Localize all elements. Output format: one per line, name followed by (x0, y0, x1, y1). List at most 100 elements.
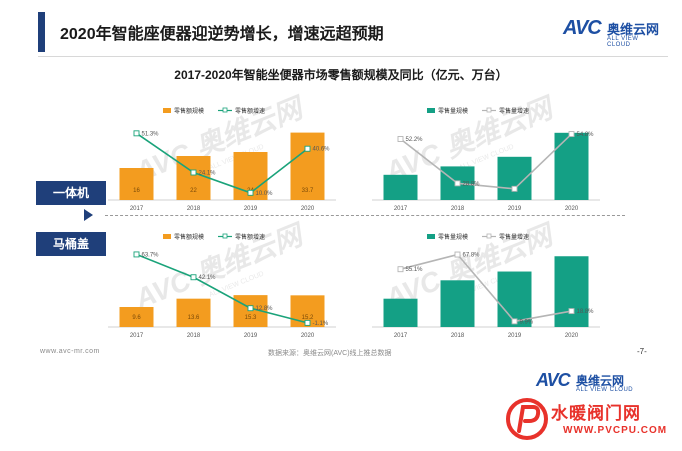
x-tick-label: 2017 (394, 333, 408, 339)
series-line (136, 253, 308, 324)
bar (440, 280, 475, 327)
x-tick-label: 2017 (130, 333, 144, 339)
row-label-matonggai: 马桶盖 (36, 232, 106, 256)
line-point (190, 274, 197, 281)
x-tick-label: 2018 (451, 206, 465, 212)
line-value-label: 67.8% (463, 253, 481, 259)
x-tick-label: 2020 (301, 206, 315, 212)
line-value-label: 12.8% (256, 306, 274, 312)
site-logo: 水暖阀门网 WWW.PVCPU.COM (505, 395, 675, 449)
series-line (400, 133, 573, 190)
line-value-label: 9.9% (520, 319, 534, 325)
x-tick-label: 2018 (187, 206, 201, 212)
bar (119, 307, 154, 327)
footer-source: 数据来源：奥维云网(AVC)线上推总数据 (268, 350, 392, 357)
line-point (397, 136, 404, 142)
avc-logo: AVC 奥维云网 ALL VIEW CLOUD (563, 17, 663, 48)
line-point (247, 305, 254, 312)
legend-swatch-bar (427, 108, 435, 113)
x-tick-label: 2019 (244, 206, 258, 212)
bar (554, 132, 589, 200)
legend-label-bar: 零售量规模 (438, 107, 468, 115)
line-value-label: 63.7% (142, 252, 160, 258)
line-point (247, 189, 254, 196)
row-label-yitiji: 一体机 (36, 181, 106, 205)
line-point (133, 130, 140, 137)
valve-icon (506, 398, 548, 440)
line-point (133, 251, 140, 258)
x-tick-label: 2019 (508, 333, 522, 339)
legend-label-line: 零售量增速 (499, 107, 529, 115)
line-value-label: 51.3% (142, 131, 160, 137)
x-tick-label: 2017 (130, 206, 144, 212)
bar (554, 256, 589, 327)
legend-swatch-marker (486, 107, 492, 113)
page-number: -7- (637, 347, 647, 356)
legend-swatch-bar (163, 234, 171, 239)
line-value-label: 52.2% (406, 137, 424, 143)
bar-value-label: 16 (133, 188, 140, 194)
bar-value-label: 22 (190, 188, 197, 194)
x-tick-label: 2017 (394, 206, 408, 212)
line-point (511, 185, 518, 192)
legend-swatch-marker (222, 107, 228, 113)
series-line (136, 132, 308, 194)
legend-label-line: 零售额增速 (235, 233, 265, 241)
line-value-label: -1.1% (313, 321, 329, 327)
legend-swatch-bar (163, 108, 171, 113)
line-value-label: 54.8% (577, 132, 595, 138)
divider-arrow (84, 209, 93, 221)
bar-value-label: 15.2 (302, 315, 314, 321)
line-value-label: 42.1% (199, 275, 217, 281)
section-divider (105, 215, 625, 216)
legend-label-bar: 零售量规模 (438, 233, 468, 241)
bar (290, 132, 325, 200)
bar-value-label: 9.6 (132, 315, 141, 321)
line-value-label: 10.0% (256, 191, 274, 197)
legend-label-line: 零售量增速 (499, 233, 529, 241)
bar (497, 271, 532, 327)
series-line (400, 253, 572, 323)
bar (383, 174, 418, 200)
line-value-label: 18.8% (577, 309, 595, 315)
line-point (568, 308, 575, 315)
site-name: 水暖阀门网 (551, 404, 641, 423)
logo-avc-text: AVC (536, 370, 571, 390)
logo-cn-text: 奥维云网 (576, 374, 625, 388)
legend-swatch-marker (222, 233, 228, 239)
line-value-label: 24.1% (199, 170, 217, 176)
line-point (304, 145, 311, 152)
line-point (511, 318, 518, 325)
logo-en-text: ALL VIEW CLOUD (576, 387, 634, 393)
legend-swatch-bar (427, 234, 435, 239)
bar-value-label: 15.3 (245, 315, 257, 321)
header-accent-bar (38, 12, 45, 52)
bar-value-label: 33.7 (302, 188, 314, 194)
logo-en-text: ALL VIEW CLOUD (607, 36, 639, 48)
watermark-text: AVC 奥维云网 (130, 218, 310, 315)
x-tick-label: 2020 (301, 333, 315, 339)
watermark-text: AVC 奥维云网 (130, 91, 310, 188)
bar (119, 168, 154, 200)
line-point (397, 266, 404, 273)
line-point (190, 169, 197, 176)
page-title: 2020年智能座便器迎逆势增长，增速远超预期 (60, 26, 384, 43)
logo-cn-text: 奥维云网 (607, 22, 660, 37)
line-point (454, 251, 461, 258)
line-value-label: 28.8% (463, 181, 481, 187)
avc-logo-footer: AVC 奥维云网 ALL VIEW CLOUD (536, 370, 656, 400)
x-tick-label: 2020 (565, 333, 579, 339)
footer-url: www.avc-mr.com (40, 348, 100, 355)
x-tick-label: 2019 (244, 333, 258, 339)
legend-label-bar: 零售额规模 (174, 233, 204, 241)
line-value-label: 40.6% (313, 147, 331, 153)
line-point (304, 319, 311, 326)
x-tick-label: 2018 (451, 333, 465, 339)
line-value-label: 55.1% (406, 267, 424, 273)
